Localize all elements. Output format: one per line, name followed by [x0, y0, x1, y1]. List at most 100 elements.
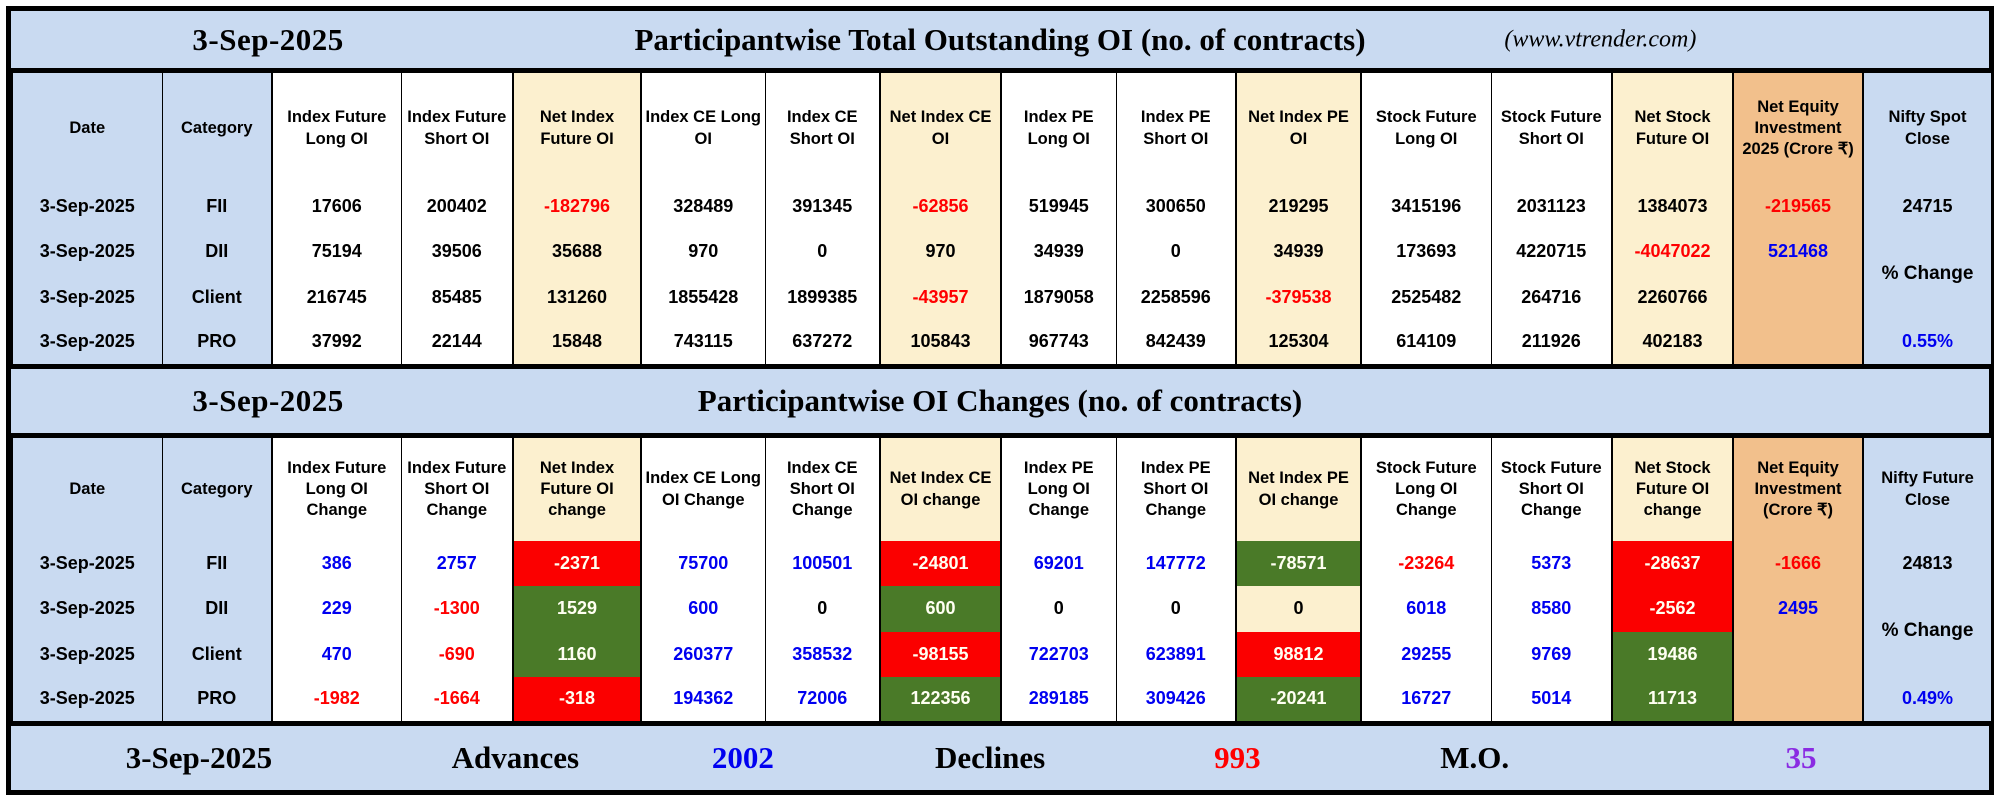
advances-label: Advances [451, 740, 580, 775]
oi-value-cell: 2258596 [1115, 274, 1236, 320]
oi-value-cell: 2260766 [1611, 274, 1733, 320]
column-header: Index Future Short OI Change [400, 437, 513, 541]
oi-value-cell: 131260 [512, 274, 641, 320]
oi-value-cell: 328489 [640, 184, 765, 230]
footer-date: 3-Sep-2025 [125, 740, 273, 775]
column-header: Index Future Long OI Change [271, 437, 401, 541]
oi-value-cell: 34939 [1235, 229, 1361, 275]
report-date: 3-Sep-2025 [192, 21, 344, 57]
oi-value-cell: 173693 [1360, 229, 1491, 275]
oi-value-cell: 75700 [640, 541, 765, 587]
oi-value-cell: 219295 [1235, 184, 1361, 230]
column-header: Index PE Short OI Change [1115, 437, 1236, 541]
equity-investment-value: -1666 [1774, 553, 1822, 573]
column-header: Index PE Long OI Change [1000, 437, 1116, 541]
oi-value-cell: 0 [1235, 586, 1361, 632]
oi-value-cell: 743115 [640, 319, 765, 365]
oi-value-cell: 85485 [400, 274, 513, 320]
oi-value-cell: 300650 [1115, 184, 1236, 230]
column-header: Index CE Long OI [640, 72, 765, 184]
oi-value-cell: 37992 [271, 319, 401, 365]
oi-value-cell: 970 [640, 229, 765, 275]
oi-value-cell: 211926 [1490, 319, 1612, 365]
oi-value-cell: 402183 [1611, 319, 1733, 365]
column-header: Net Index PE OI change [1235, 437, 1361, 541]
oi-value-cell: 8580 [1490, 586, 1612, 632]
oi-value-cell: 2525482 [1360, 274, 1491, 320]
oi-value-cell: -690 [400, 631, 513, 677]
row-date: 3-Sep-2025 [12, 541, 162, 587]
column-header: Nifty Spot Close [1862, 72, 1992, 184]
row-category: Client [161, 631, 272, 677]
oi-value-cell: 9769 [1490, 631, 1612, 677]
oi-value-cell: 72006 [764, 676, 880, 722]
oi-value-cell: 147772 [1115, 541, 1236, 587]
row-category: FII [161, 541, 272, 587]
percent-change-value: 0.55% [1901, 331, 1954, 351]
site-credit: (www.vtrender.com) [1504, 26, 1697, 52]
column-header: Net Index CE OI [879, 72, 1001, 184]
oi-value-cell: 1879058 [1000, 274, 1116, 320]
oi-value-cell: 614109 [1360, 319, 1491, 365]
oi-value-cell: -2562 [1611, 586, 1733, 632]
oi-value-cell: 194362 [640, 676, 765, 722]
oi-value-cell: 358532 [764, 631, 880, 677]
column-header: Index CE Short OI Change [764, 437, 880, 541]
oi-value-cell: 5373 [1490, 541, 1612, 587]
oi-value-cell: 105843 [879, 319, 1001, 365]
oi-value-cell: 29255 [1360, 631, 1491, 677]
column-header: Index Future Long OI [271, 72, 401, 184]
row-date: 3-Sep-2025 [12, 676, 162, 722]
column-header: Index CE Short OI [764, 72, 880, 184]
oi-changes-banner: 3-Sep-2025 Participantwise OI Changes (n… [11, 366, 1989, 433]
oi-value-cell: 391345 [764, 184, 880, 230]
oi-value-cell: -4047022 [1611, 229, 1733, 275]
oi-value-cell: 1855428 [640, 274, 765, 320]
oi-value-cell: -2371 [512, 541, 641, 587]
report-panel: 3-Sep-2025 Participantwise Total Outstan… [6, 6, 1994, 795]
oi-value-cell: 0 [1000, 586, 1116, 632]
percent-change-label: % Change [1881, 263, 1974, 284]
oi-value-cell: 264716 [1490, 274, 1612, 320]
oi-value-cell: 970 [879, 229, 1001, 275]
oi-value-cell: -43957 [879, 274, 1001, 320]
oi-value-cell: 2031123 [1490, 184, 1612, 230]
oi-value-cell: 0 [1115, 586, 1236, 632]
oi-value-cell: 35688 [512, 229, 641, 275]
row-date: 3-Sep-2025 [12, 229, 162, 275]
row-category: DII [161, 229, 272, 275]
oi-changes-table-section: Date Category Index Future Long OI Change I… [11, 433, 1993, 723]
oi-value-cell: 4220715 [1490, 229, 1612, 275]
oi-value-cell: 39506 [400, 229, 513, 275]
oi-value-cell: 260377 [640, 631, 765, 677]
oi-value-cell: 15848 [512, 319, 641, 365]
oi-value-cell: 600 [879, 586, 1001, 632]
column-header: Date [12, 72, 162, 184]
oi-value-cell: 519945 [1000, 184, 1116, 230]
column-header: Stock Future Short OI [1490, 72, 1612, 184]
oi-value-cell: 470 [271, 631, 401, 677]
oi-value-cell: 722703 [1000, 631, 1116, 677]
row-category: PRO [161, 676, 272, 722]
declines-label: Declines [934, 740, 1046, 775]
column-header: Stock Future Long OI [1360, 72, 1491, 184]
oi-value-cell: 22144 [400, 319, 513, 365]
oi-value-cell: -23264 [1360, 541, 1491, 587]
column-header: Net Stock Future OI [1611, 72, 1733, 184]
oi-value-cell: 17606 [271, 184, 401, 230]
oi-value-cell: 3415196 [1360, 184, 1491, 230]
oi-value-cell: -379538 [1235, 274, 1361, 320]
column-header: Net Index Future OI change [512, 437, 641, 541]
oi-value-cell: 75194 [271, 229, 401, 275]
column-header: Stock Future Short OI Change [1490, 437, 1612, 541]
column-header: Stock Future Long OI Change [1360, 437, 1491, 541]
oi-value-cell: -318 [512, 676, 641, 722]
oi-value-cell: 200402 [400, 184, 513, 230]
row-category: PRO [161, 319, 272, 365]
oi-value-cell: 2757 [400, 541, 513, 587]
mo-label: M.O. [1440, 740, 1510, 775]
oi-value-cell: 1529 [512, 586, 641, 632]
column-header: Date [12, 437, 162, 541]
net-equity-investment-cell: -1666 2495 [1732, 541, 1863, 722]
row-category: Client [161, 274, 272, 320]
